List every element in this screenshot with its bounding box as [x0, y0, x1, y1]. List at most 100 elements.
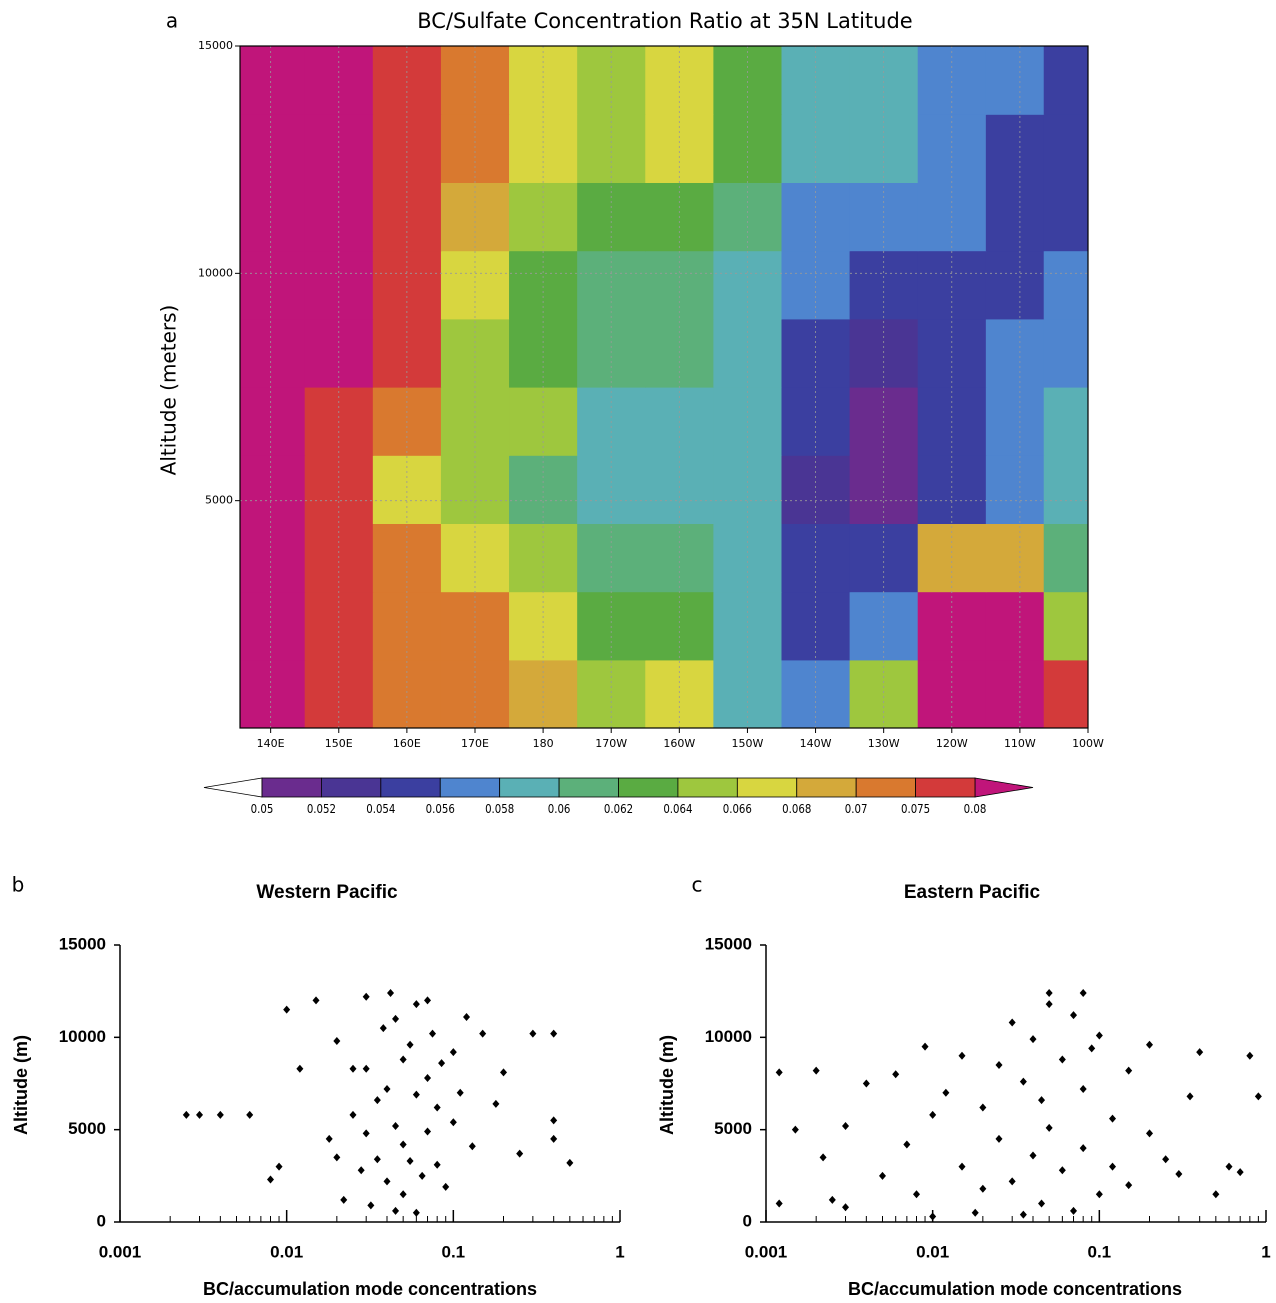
contour-cell: [1043, 182, 1088, 252]
scatter-point: [1070, 1206, 1078, 1215]
contour-cell: [1043, 387, 1088, 456]
scatter-point: [399, 1055, 407, 1064]
colorbar-label: 0.08: [964, 802, 987, 816]
x-tick-label: 100W: [1072, 737, 1104, 750]
scatter-point: [1186, 1092, 1194, 1101]
scatter-point: [424, 996, 432, 1005]
scatter-point: [958, 1162, 966, 1171]
scatter-point: [406, 1157, 414, 1166]
scatter-point: [1029, 1035, 1037, 1044]
scatter-point: [283, 1005, 291, 1014]
x-tick-label: 1: [615, 1242, 624, 1261]
colorbar-over: [974, 777, 1034, 798]
scatter-point: [1162, 1155, 1170, 1164]
scatter-point: [418, 1171, 426, 1180]
contour-cell: [645, 250, 714, 320]
x-tick-label: 120W: [936, 737, 968, 750]
scatter-point: [942, 1088, 950, 1097]
scatter-point: [979, 1184, 987, 1193]
scatter-point: [449, 1048, 457, 1057]
contour-cell: [509, 659, 578, 728]
contour-cell: [240, 46, 306, 115]
scatter-point: [406, 1040, 414, 1049]
x-tick-label: 140W: [800, 737, 832, 750]
scatter-point: [929, 1212, 937, 1221]
colorbar-swatch: [915, 777, 976, 798]
contour-cell: [240, 591, 306, 661]
contour-cell: [985, 591, 1045, 661]
contour-cell: [1043, 46, 1088, 115]
y-tick-label: 10000: [705, 1027, 752, 1046]
scatter-point: [1058, 1166, 1066, 1175]
colorbar-swatch: [558, 777, 619, 798]
x-tick-label: 160W: [663, 737, 695, 750]
contour-cell: [917, 455, 987, 524]
scatter-point: [1196, 1048, 1204, 1057]
scatter-point: [1125, 1181, 1133, 1190]
scatter-point: [1095, 1031, 1103, 1040]
contour-cell: [713, 659, 783, 728]
contour-cell: [304, 250, 374, 320]
scatter-point: [492, 1099, 500, 1108]
scatter-point: [995, 1134, 1003, 1143]
scatter-point: [529, 1029, 537, 1038]
contour-cell: [240, 659, 306, 728]
scatter-point: [357, 1166, 365, 1175]
contour-cell: [985, 114, 1045, 183]
contour-cell: [985, 659, 1045, 728]
contour-cell: [985, 523, 1045, 593]
scatter-point: [775, 1199, 783, 1208]
scatter-point: [333, 1153, 341, 1162]
scatter-point: [267, 1175, 275, 1184]
scatter-point: [1109, 1162, 1117, 1171]
scatter-point: [1019, 1077, 1027, 1086]
scatter-point: [449, 1118, 457, 1127]
scatter-point: [516, 1149, 524, 1158]
x-tick-label: 130W: [868, 737, 900, 750]
scatter-point: [1008, 1018, 1016, 1027]
scatter-point: [500, 1068, 508, 1077]
contour-cell: [1043, 659, 1088, 728]
scatter-point: [1079, 1144, 1087, 1153]
colorbar-label: 0.068: [782, 802, 811, 816]
scatter-point: [1125, 1066, 1133, 1075]
scatter-point: [979, 1103, 987, 1112]
colorbar-label: 0.075: [901, 802, 930, 816]
scatter-point: [842, 1121, 850, 1130]
scatter-point: [362, 1064, 370, 1073]
y-tick-label: 5000: [68, 1119, 106, 1138]
scatter-point: [216, 1110, 224, 1119]
scatter-point: [325, 1134, 333, 1143]
scatter-point: [1079, 1085, 1087, 1094]
x-tick-label: 170E: [461, 737, 489, 750]
y-tick-label: 0: [97, 1211, 106, 1230]
contour-cell: [577, 659, 646, 728]
scatter-point: [429, 1029, 437, 1038]
contour-cell: [577, 455, 646, 524]
contour-cell: [1043, 455, 1088, 524]
contour-cell: [440, 455, 510, 524]
scatter-point: [383, 1177, 391, 1186]
scatter-point: [903, 1140, 911, 1149]
y-tick-label: 10000: [198, 266, 233, 279]
scatter-point: [775, 1068, 783, 1077]
colorbar-swatch: [261, 777, 322, 798]
scatter-point: [412, 1208, 420, 1217]
scatter-point: [1029, 1151, 1037, 1160]
scatter-point: [340, 1195, 348, 1204]
scatter-point: [1246, 1051, 1254, 1060]
colorbar-label: 0.06: [548, 802, 571, 816]
scatter-point: [412, 1000, 420, 1009]
scatter-point: [312, 996, 320, 1005]
contour-cell: [372, 455, 442, 524]
y-axis-label: Altitude (m): [657, 1035, 677, 1135]
contour-cell: [509, 250, 578, 320]
scatter-point: [550, 1116, 558, 1125]
scatter-point: [921, 1042, 929, 1051]
scatter-point: [828, 1195, 836, 1204]
contour-cell: [781, 455, 851, 524]
scatter-point: [842, 1203, 850, 1212]
chart-title: Western Pacific: [256, 882, 398, 903]
contour-cell: [440, 659, 510, 728]
